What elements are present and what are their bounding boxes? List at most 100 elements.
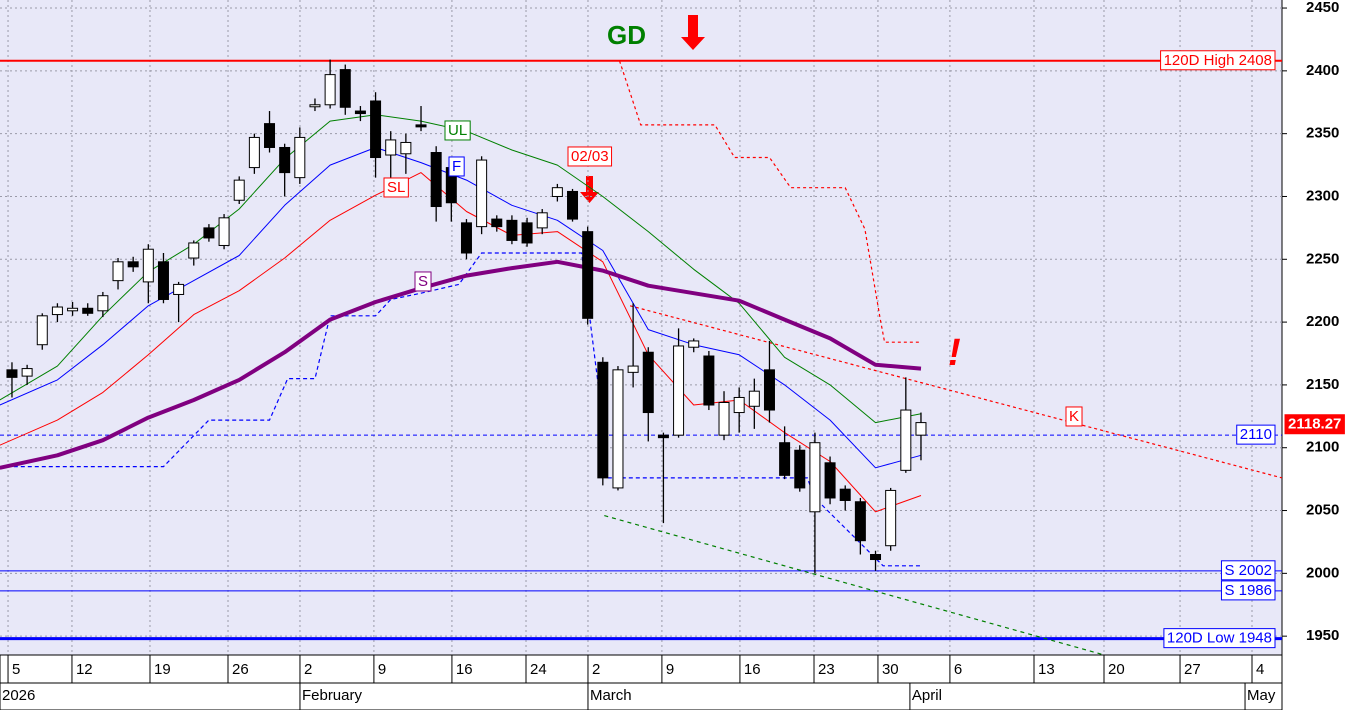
- series-label: UL: [448, 122, 467, 139]
- label-box: [1065, 406, 1083, 427]
- candle-body: [127, 261, 139, 268]
- candle-body: [597, 361, 609, 479]
- y-tick-label: 2150: [1306, 376, 1339, 393]
- level-label: 120D Low 1948: [1167, 630, 1272, 647]
- candle-body: [36, 315, 48, 346]
- candle-body: [430, 152, 442, 208]
- level-label: 120D High 2408: [1160, 50, 1276, 71]
- candle-body: [67, 307, 79, 312]
- y-tick-label: 2100: [1306, 439, 1339, 456]
- y-tick-label: 1950: [1306, 627, 1339, 644]
- candle-body: [294, 136, 306, 179]
- x-tick-label: 9: [378, 661, 386, 678]
- x-tick-label: 2: [592, 661, 600, 678]
- candle-body: [839, 488, 851, 501]
- candle-body: [370, 100, 382, 159]
- label-box: [444, 120, 471, 141]
- series-label: F: [448, 156, 465, 177]
- series-label: SL: [383, 177, 409, 198]
- series-label: S: [414, 271, 432, 292]
- candle-body: [415, 124, 427, 128]
- candle-body: [567, 190, 579, 220]
- label-box: [1163, 628, 1276, 649]
- candle-body: [688, 340, 700, 348]
- annotation: 02/03: [567, 146, 613, 167]
- series-label: K: [1069, 408, 1079, 425]
- plot-area: [0, 59, 1282, 655]
- plot-background: [0, 0, 1282, 655]
- x-tick-label: 5: [12, 661, 20, 678]
- candle-body: [233, 179, 245, 201]
- month-label: 2026: [2, 687, 35, 704]
- last-price-label: 2118.27: [1288, 416, 1341, 433]
- last-price-label: 2118.27: [1284, 414, 1345, 435]
- y-tick-label: 2250: [1306, 250, 1339, 267]
- month-label: February: [302, 687, 363, 704]
- x-tick-label: 30: [882, 661, 899, 678]
- month-label: May: [1247, 687, 1276, 704]
- candle-body: [354, 110, 366, 115]
- candle-body: [582, 231, 594, 319]
- candle-body: [279, 146, 291, 174]
- candle-body: [248, 136, 260, 169]
- series-label: S: [418, 273, 428, 290]
- candle-body: [521, 222, 533, 244]
- candle-body: [157, 261, 169, 300]
- x-tick-label: 4: [1256, 661, 1264, 678]
- x-tick-label: 9: [666, 661, 674, 678]
- candle-body: [460, 222, 472, 254]
- annotation: !: [948, 332, 961, 374]
- candle-body: [6, 369, 18, 378]
- candle-body: [733, 396, 745, 414]
- candle-body: [188, 242, 200, 259]
- x-tick-label: 13: [1038, 661, 1055, 678]
- annotation: 02/03: [571, 148, 609, 165]
- candle-body: [51, 306, 63, 316]
- candle-body: [824, 462, 836, 499]
- level-label: S 1986: [1220, 580, 1276, 601]
- signal-arrow: [580, 176, 599, 203]
- candle-body: [218, 217, 230, 246]
- signal-arrow: [681, 15, 705, 50]
- candle-body: [476, 159, 488, 228]
- candle-body: [779, 442, 791, 476]
- series-label: K: [1065, 406, 1083, 427]
- candle-body: [885, 489, 897, 547]
- candle-body: [703, 355, 715, 406]
- candle-body: [385, 139, 397, 156]
- candle-body: [612, 369, 624, 489]
- month-label: March: [590, 687, 632, 704]
- y-tick-label: 2300: [1306, 187, 1339, 204]
- candle-body: [642, 351, 654, 414]
- x-tick-label: 16: [456, 661, 473, 678]
- level-label: S 2002: [1224, 562, 1272, 579]
- level-label: 2110: [1236, 424, 1276, 445]
- series-label: SL: [387, 179, 405, 196]
- candle-body: [536, 212, 548, 229]
- x-tick-label: 6: [954, 661, 962, 678]
- candle-body: [309, 104, 321, 108]
- label-box: [1220, 580, 1276, 601]
- trend-line: [618, 60, 920, 343]
- candle-body: [718, 401, 730, 436]
- trend-line: [604, 515, 1105, 655]
- level-label: S 1986: [1224, 582, 1272, 599]
- candle-body: [112, 261, 124, 282]
- candle-body: [400, 141, 412, 155]
- level-label: S 2002: [1220, 560, 1276, 581]
- label-box: [1160, 50, 1276, 71]
- x-tick-label: 20: [1108, 661, 1125, 678]
- candle-body: [491, 218, 503, 228]
- trend-line: [629, 305, 1282, 479]
- x-tick-label: 27: [1184, 661, 1201, 678]
- label-box: [448, 156, 465, 177]
- candle-body: [203, 227, 215, 239]
- label-box: [383, 177, 409, 198]
- candle-body: [82, 307, 94, 314]
- x-tick-label: 24: [530, 661, 547, 678]
- candle-body: [97, 295, 109, 312]
- level-label: 120D Low 1948: [1163, 628, 1276, 649]
- x-tick-label: 2: [304, 661, 312, 678]
- y-tick-label: 2050: [1306, 502, 1339, 519]
